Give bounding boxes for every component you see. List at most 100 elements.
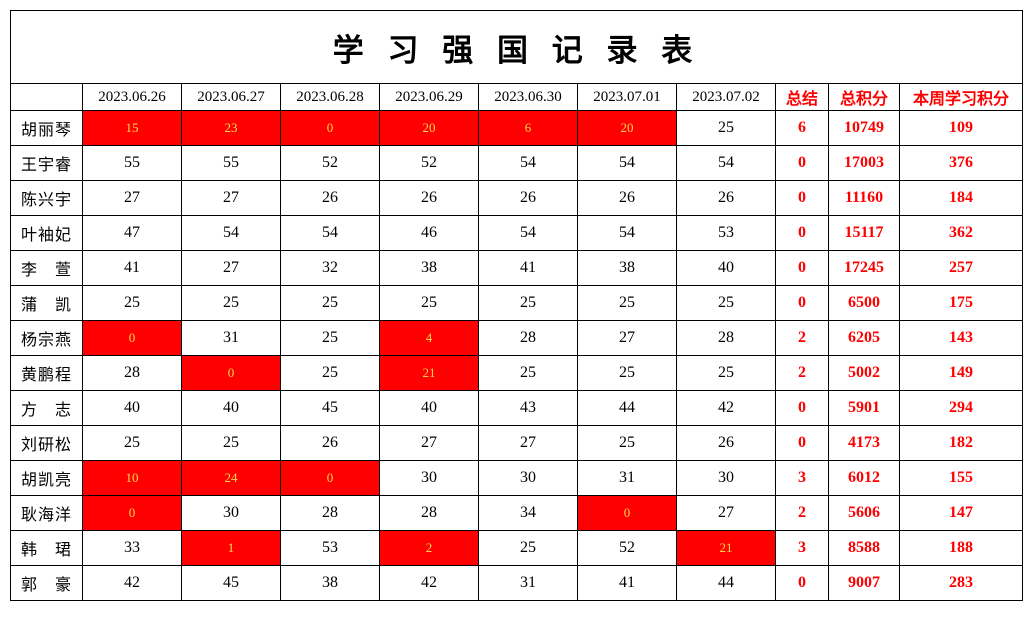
day-score-highlighted: 0 bbox=[280, 110, 380, 146]
table-row: 耿海洋 0 30 28 28 34 0 27 2 5606 147 bbox=[10, 495, 1023, 531]
day-score: 38 bbox=[577, 250, 677, 286]
day-score: 27 bbox=[676, 495, 776, 531]
day-score-highlighted: 23 bbox=[181, 110, 281, 146]
day-score: 40 bbox=[379, 390, 479, 426]
week-value: 184 bbox=[899, 180, 1023, 216]
day-score: 26 bbox=[676, 180, 776, 216]
day-score: 40 bbox=[181, 390, 281, 426]
date-header: 2023.06.29 bbox=[379, 83, 479, 111]
week-value: 376 bbox=[899, 145, 1023, 181]
day-score-highlighted: 0 bbox=[82, 320, 182, 356]
summary-value: 0 bbox=[775, 250, 829, 286]
day-score: 54 bbox=[577, 215, 677, 251]
person-name: 杨宗燕 bbox=[10, 320, 83, 356]
total-value: 17003 bbox=[828, 145, 900, 181]
day-score: 52 bbox=[280, 145, 380, 181]
day-score: 44 bbox=[577, 390, 677, 426]
day-score: 40 bbox=[82, 390, 182, 426]
day-score-highlighted: 4 bbox=[379, 320, 479, 356]
person-name: 胡丽琴 bbox=[10, 110, 83, 146]
person-name: 王宇睿 bbox=[10, 145, 83, 181]
day-score: 30 bbox=[676, 460, 776, 496]
week-value: 109 bbox=[899, 110, 1023, 146]
total-value: 9007 bbox=[828, 565, 900, 601]
date-header: 2023.07.01 bbox=[577, 83, 677, 111]
person-name: 郭 豪 bbox=[10, 565, 83, 601]
summary-value: 0 bbox=[775, 215, 829, 251]
day-score: 53 bbox=[676, 215, 776, 251]
day-score: 25 bbox=[478, 355, 578, 391]
table-row: 方 志 40 40 45 40 43 44 42 0 5901 294 bbox=[10, 390, 1023, 426]
day-score: 30 bbox=[181, 495, 281, 531]
day-score: 25 bbox=[280, 285, 380, 321]
day-score: 54 bbox=[478, 145, 578, 181]
day-score: 52 bbox=[379, 145, 479, 181]
date-header: 2023.06.28 bbox=[280, 83, 380, 111]
day-score-highlighted: 15 bbox=[82, 110, 182, 146]
day-score: 26 bbox=[379, 180, 479, 216]
table-row: 李 萱 41 27 32 38 41 38 40 0 17245 257 bbox=[10, 250, 1023, 286]
week-value: 149 bbox=[899, 355, 1023, 391]
day-score: 27 bbox=[577, 320, 677, 356]
table-row: 黄鹏程 28 0 25 21 25 25 25 2 5002 149 bbox=[10, 355, 1023, 391]
total-value: 4173 bbox=[828, 425, 900, 461]
day-score: 25 bbox=[577, 285, 677, 321]
total-value: 8588 bbox=[828, 530, 900, 566]
date-header: 2023.06.30 bbox=[478, 83, 578, 111]
day-score: 42 bbox=[82, 565, 182, 601]
day-score: 52 bbox=[577, 530, 677, 566]
week-value: 283 bbox=[899, 565, 1023, 601]
day-score: 53 bbox=[280, 530, 380, 566]
person-name: 李 萱 bbox=[10, 250, 83, 286]
day-score: 26 bbox=[280, 425, 380, 461]
day-score: 33 bbox=[82, 530, 182, 566]
person-name: 胡凯亮 bbox=[10, 460, 83, 496]
day-score: 32 bbox=[280, 250, 380, 286]
table-row: 胡丽琴 15 23 0 20 6 20 25 6 10749 109 bbox=[10, 110, 1023, 146]
day-score: 28 bbox=[676, 320, 776, 356]
day-score: 25 bbox=[478, 530, 578, 566]
day-score: 42 bbox=[676, 390, 776, 426]
person-name: 韩 珺 bbox=[10, 530, 83, 566]
day-score: 54 bbox=[478, 215, 578, 251]
day-score: 54 bbox=[577, 145, 677, 181]
day-score-highlighted: 1 bbox=[181, 530, 281, 566]
study-record-table: 学 习 强 国 记 录 表 2023.06.26 2023.06.27 2023.0… bbox=[10, 10, 1023, 601]
table-row: 蒲 凯 25 25 25 25 25 25 25 0 6500 175 bbox=[10, 285, 1023, 321]
person-name: 叶袖妃 bbox=[10, 215, 83, 251]
total-value: 6205 bbox=[828, 320, 900, 356]
day-score: 34 bbox=[478, 495, 578, 531]
day-score: 27 bbox=[82, 180, 182, 216]
day-score: 41 bbox=[82, 250, 182, 286]
day-score-highlighted: 0 bbox=[280, 460, 380, 496]
table-row: 王宇睿 55 55 52 52 54 54 54 0 17003 376 bbox=[10, 145, 1023, 181]
day-score-highlighted: 20 bbox=[379, 110, 479, 146]
summary-value: 0 bbox=[775, 285, 829, 321]
day-score: 27 bbox=[379, 425, 479, 461]
day-score: 26 bbox=[577, 180, 677, 216]
day-score-highlighted: 21 bbox=[379, 355, 479, 391]
day-score-highlighted: 2 bbox=[379, 530, 479, 566]
summary-value: 3 bbox=[775, 530, 829, 566]
week-value: 294 bbox=[899, 390, 1023, 426]
page-title: 学 习 强 国 记 录 表 bbox=[10, 10, 1023, 84]
table-row: 陈兴宇 27 27 26 26 26 26 26 0 11160 184 bbox=[10, 180, 1023, 216]
day-score: 27 bbox=[181, 250, 281, 286]
total-value: 17245 bbox=[828, 250, 900, 286]
summary-header: 本周学习积分 bbox=[899, 83, 1023, 111]
week-value: 362 bbox=[899, 215, 1023, 251]
summary-value: 0 bbox=[775, 180, 829, 216]
day-score: 45 bbox=[280, 390, 380, 426]
day-score-highlighted: 21 bbox=[676, 530, 776, 566]
summary-value: 2 bbox=[775, 320, 829, 356]
total-value: 5606 bbox=[828, 495, 900, 531]
day-score: 27 bbox=[478, 425, 578, 461]
summary-value: 0 bbox=[775, 565, 829, 601]
summary-value: 2 bbox=[775, 355, 829, 391]
day-score-highlighted: 0 bbox=[82, 495, 182, 531]
person-name: 耿海洋 bbox=[10, 495, 83, 531]
day-score: 41 bbox=[577, 565, 677, 601]
summary-value: 0 bbox=[775, 390, 829, 426]
day-score-highlighted: 0 bbox=[577, 495, 677, 531]
day-score-highlighted: 24 bbox=[181, 460, 281, 496]
